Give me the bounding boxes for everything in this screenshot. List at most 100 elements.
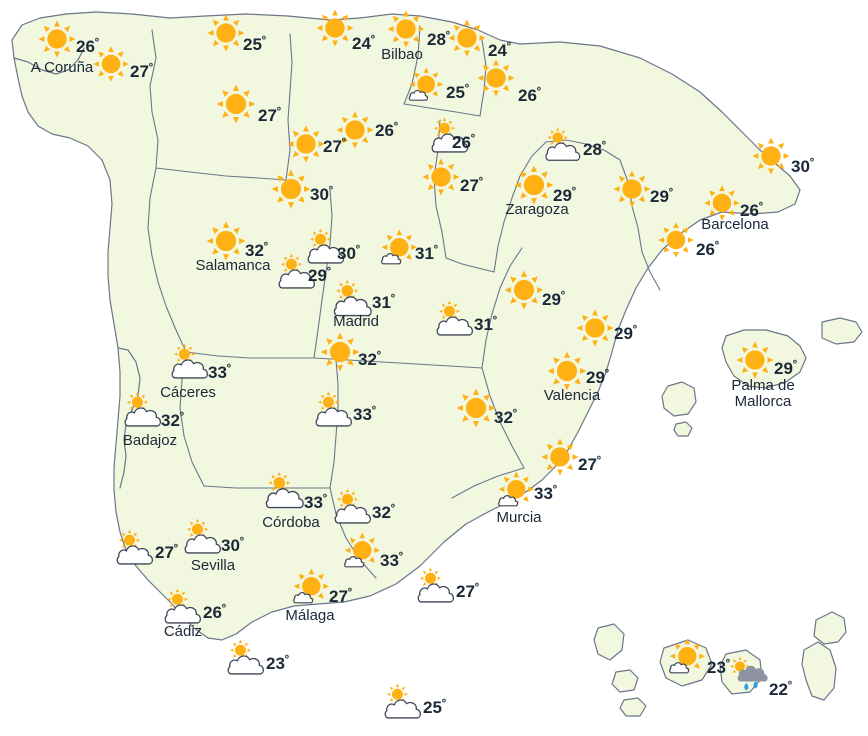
temperature-label-asturias: 25º [243,34,266,54]
degree-symbol: º [371,404,376,417]
temperature-label-mallorca: 29º [774,358,797,378]
temperature-label-avila: 29º [308,265,331,285]
city-label-sevilla: Sevilla [190,557,236,574]
temperature-label-castellon: 29º [614,323,637,343]
degree-symbol: º [470,132,475,145]
sun-icon [537,434,583,480]
degree-symbol: º [261,34,266,47]
portugal-border [117,347,141,489]
temperature-label-rioja: 28º [583,139,606,159]
temperature-label-albacete: 32º [494,407,517,427]
sun-icon [267,165,315,213]
temperature-label-lleida: 30º [791,156,814,176]
temperature-label-badajoz: 32º [161,410,184,430]
sun-icon [654,218,698,262]
degree-symbol: º [355,243,360,256]
cloud-sun-icon [413,564,459,610]
degree-symbol: º [390,292,395,305]
temperature-label-teruel: 29º [542,289,565,309]
sun-icon [700,181,744,225]
degree-symbol: º [276,105,281,118]
sun-icon [500,266,548,314]
city-label-cadiz: Cádiz [163,623,203,640]
temperature-label-huelva: 27º [155,542,178,562]
degree-symbol: º [239,535,244,548]
city-label-valencia: Valencia [543,387,601,404]
degree-symbol: º [322,492,327,505]
sun-icon [732,337,778,383]
degree-symbol: º [758,200,763,213]
temperature-label-murcia: 33º [534,483,557,503]
temperature-label-gipuzkoa: 24º [488,40,511,60]
sun-icon [332,107,378,153]
degree-symbol: º [792,358,797,371]
temperature-label-valladolid: 30º [337,243,360,263]
degree-symbol: º [601,139,606,152]
sun-cloud-icon [402,65,446,109]
city-label-bilbao: Bilbao [381,46,423,63]
temperature-label-leon-s: 27º [323,136,346,156]
island-elhierro [619,697,647,717]
degree-symbol: º [328,184,333,197]
degree-symbol: º [787,679,792,692]
cloud-sun-icon [120,388,166,434]
temperature-label-girona: 26º [740,200,763,220]
degree-symbol: º [179,410,184,423]
temperature-label-cordoba: 33º [304,492,327,512]
degree-symbol: º [478,175,483,188]
degree-symbol: º [398,550,403,563]
island-lagomera [611,669,639,693]
cloud-sun-icon [274,250,320,296]
degree-symbol: º [284,653,289,666]
temperature-label-zamora: 30º [310,184,333,204]
degree-symbol: º [552,483,557,496]
sun-icon [510,161,558,209]
city-label-zaragoza: Zaragoza [505,201,569,218]
cloud-sun-icon [167,340,213,386]
cloud-sun-icon [180,515,226,561]
degree-symbol: º [226,362,231,375]
temperature-label-almeria: 27º [456,581,479,601]
degree-symbol: º [596,454,601,467]
temperature-label-toledo: 32º [358,349,381,369]
degree-symbol: º [668,186,673,199]
city-label-salamanca: Salamanca [195,257,271,274]
sun-icon [418,154,464,200]
temperature-label-zaragoza: 29º [553,185,576,205]
sun-icon [202,217,250,265]
degree-symbol: º [341,136,346,149]
degree-symbol: º [512,407,517,420]
sun-icon [212,80,260,128]
temperature-label-melilla: 25º [423,697,446,717]
temperature-label-acoruna-n: 26º [76,36,99,56]
sun-icon [283,121,329,167]
temperature-label-malaga: 27º [329,586,352,606]
degree-symbol: º [376,349,381,362]
degree-symbol: º [370,33,375,46]
degree-symbol: º [492,314,497,327]
degree-symbol: º [148,61,153,74]
temperature-label-alicante: 27º [578,454,601,474]
rain-icon [727,648,773,694]
degree-symbol: º [604,367,609,380]
temperature-label-acoruna-e: 27º [130,61,153,81]
degree-symbol: º [390,502,395,515]
sun-cloud-icon [662,636,708,682]
temperature-label-caceres: 33º [208,362,231,382]
temperature-label-laspalmas: 22º [769,679,792,699]
sun-icon [452,384,500,432]
cloud-sun-icon [541,124,585,168]
sun-icon [748,133,794,179]
degree-symbol: º [441,697,446,710]
degree-symbol: º [632,323,637,336]
temperature-label-ciudadreal: 33º [353,404,376,424]
degree-symbol: º [571,185,576,198]
sun-icon [444,15,490,61]
temperature-label-alava: 25º [446,82,469,102]
temperature-label-granada: 33º [380,550,403,570]
temperature-label-soria: 27º [460,175,483,195]
degree-symbol: º [326,265,331,278]
island-fuerteventura [801,641,837,701]
cloud-sun-icon [427,114,473,160]
temperature-label-salamanca: 32º [245,240,268,260]
